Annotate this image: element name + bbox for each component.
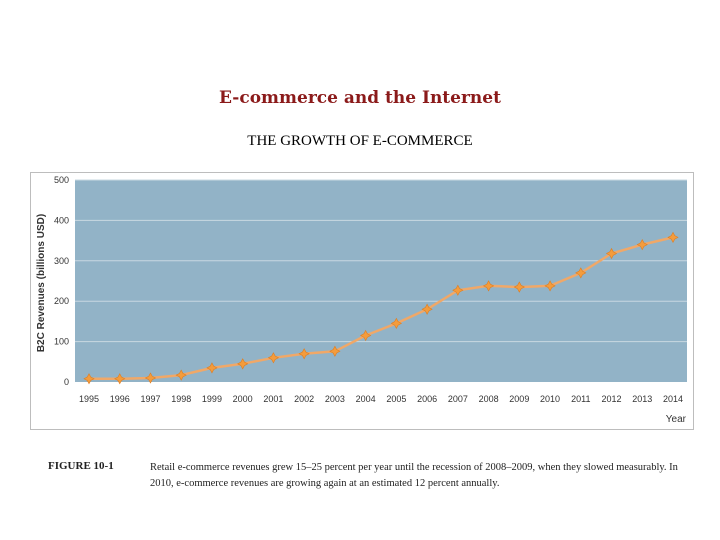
x-tick-label: 2008: [479, 394, 499, 404]
series-line: [89, 236, 674, 381]
data-point: [390, 317, 403, 330]
plot-background: [75, 180, 687, 382]
y-tick-label: 200: [54, 296, 69, 306]
data-point: [452, 284, 464, 296]
grid-lines: [75, 179, 687, 343]
figure-caption: Retail e-commerce revenues grew 15–25 pe…: [150, 462, 678, 489]
data-point: [298, 348, 310, 360]
y-tick-label: 400: [54, 215, 69, 225]
figure-label: FIGURE 10-1: [48, 460, 114, 472]
x-tick-label: 2006: [417, 394, 437, 404]
data-point: [636, 239, 648, 251]
y-tick-label: 100: [54, 337, 69, 347]
x-tick-label: 2001: [263, 394, 283, 404]
x-tick-label: 2002: [294, 394, 314, 404]
data-point: [359, 329, 372, 342]
y-tick-labels: 0 100 200 300 400 500: [54, 175, 69, 387]
y-tick-label: 300: [54, 256, 69, 266]
y-axis-label: B2C Revenues (billions USD): [36, 214, 47, 352]
x-tick-label: 2013: [632, 394, 652, 404]
x-tick-label: 1996: [110, 394, 130, 404]
y-tick-label: 500: [54, 175, 69, 185]
x-tick-label: 2007: [448, 394, 468, 404]
chart-container: 0 100 200 300 400 500 1995 1996 1997 1998 1999 200…: [30, 172, 694, 430]
y-tick-label: 0: [64, 377, 69, 387]
chart-heading: THE GROWTH OF E-COMMERCE: [247, 133, 473, 149]
line-chart: 0 100 200 300 400 500 1995 1996 1997 1998 1999 200…: [36, 175, 687, 425]
data-point: [329, 345, 341, 357]
slide-title: E-commerce and the Internet: [219, 88, 501, 108]
x-tick-labels: 1995 1996 1997 1998 1999 2000 2001 2002 2003 2004…: [79, 394, 683, 404]
data-point: [482, 280, 495, 292]
data-point: [605, 247, 618, 260]
series-markers: [83, 231, 679, 385]
x-tick-label: 2009: [509, 394, 529, 404]
x-tick-label: 1995: [79, 394, 99, 404]
x-tick-label: 1999: [202, 394, 222, 404]
x-axis-label: Year: [666, 414, 687, 425]
data-point: [421, 303, 433, 315]
data-point: [175, 369, 187, 381]
x-tick-label: 2014: [663, 394, 683, 404]
data-point: [83, 373, 95, 385]
data-point: [206, 362, 218, 374]
data-point: [114, 373, 126, 385]
x-tick-label: 2004: [356, 394, 376, 404]
data-point: [575, 267, 587, 279]
x-tick-label: 2003: [325, 394, 345, 404]
data-point: [513, 281, 525, 293]
x-tick-label: 1998: [171, 394, 191, 404]
data-point: [267, 352, 280, 364]
x-tick-label: 2012: [602, 394, 622, 404]
x-tick-label: 2005: [386, 394, 406, 404]
data-point: [144, 372, 157, 384]
data-point: [544, 280, 556, 292]
data-point: [667, 231, 679, 244]
x-tick-label: 1997: [140, 394, 160, 404]
data-point: [237, 358, 249, 370]
x-tick-label: 2000: [233, 394, 253, 404]
x-tick-label: 2011: [571, 394, 590, 404]
x-tick-label: 2010: [540, 394, 560, 404]
